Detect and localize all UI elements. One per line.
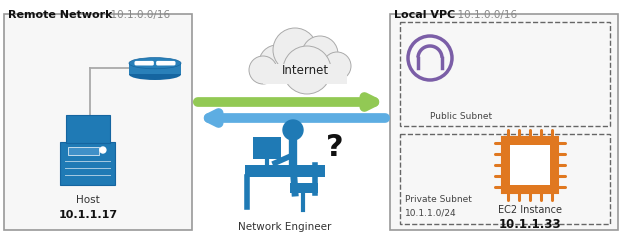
- Text: Internet: Internet: [281, 63, 329, 76]
- Text: 10.1.1.0/24: 10.1.1.0/24: [405, 208, 457, 217]
- Circle shape: [283, 46, 331, 94]
- Ellipse shape: [129, 58, 181, 69]
- Circle shape: [302, 36, 338, 72]
- Text: 10.1.1.17: 10.1.1.17: [59, 210, 117, 220]
- Text: 10.1.1.33: 10.1.1.33: [499, 218, 562, 231]
- Text: 10.1.0.0/16: 10.1.0.0/16: [451, 10, 517, 20]
- Text: 10.1.0.0/16: 10.1.0.0/16: [104, 10, 170, 20]
- Ellipse shape: [129, 69, 181, 80]
- Bar: [400, 134, 610, 224]
- Bar: [129, 63, 181, 74]
- Circle shape: [100, 147, 106, 153]
- Bar: [390, 14, 618, 230]
- Circle shape: [249, 56, 277, 84]
- Bar: [263, 64, 347, 84]
- Circle shape: [323, 52, 351, 80]
- Circle shape: [283, 120, 303, 140]
- Bar: [4, 14, 192, 230]
- Bar: [400, 22, 610, 126]
- Bar: [245, 165, 325, 177]
- Bar: [253, 137, 281, 159]
- Bar: [510, 145, 550, 185]
- Bar: [290, 183, 318, 193]
- Text: Local VPC: Local VPC: [394, 10, 456, 20]
- Text: Host: Host: [76, 195, 100, 205]
- Circle shape: [259, 45, 295, 81]
- FancyBboxPatch shape: [66, 115, 109, 143]
- Text: ?: ?: [326, 134, 344, 163]
- Bar: [502, 137, 558, 193]
- Text: Remote Network: Remote Network: [8, 10, 112, 20]
- FancyBboxPatch shape: [60, 142, 115, 185]
- Text: EC2 Instance: EC2 Instance: [498, 205, 562, 215]
- Text: Private Subnet: Private Subnet: [405, 195, 472, 204]
- Circle shape: [273, 28, 317, 72]
- FancyBboxPatch shape: [68, 147, 99, 155]
- Text: Public Subnet: Public Subnet: [430, 112, 492, 121]
- Text: Network Engineer: Network Engineer: [238, 222, 332, 232]
